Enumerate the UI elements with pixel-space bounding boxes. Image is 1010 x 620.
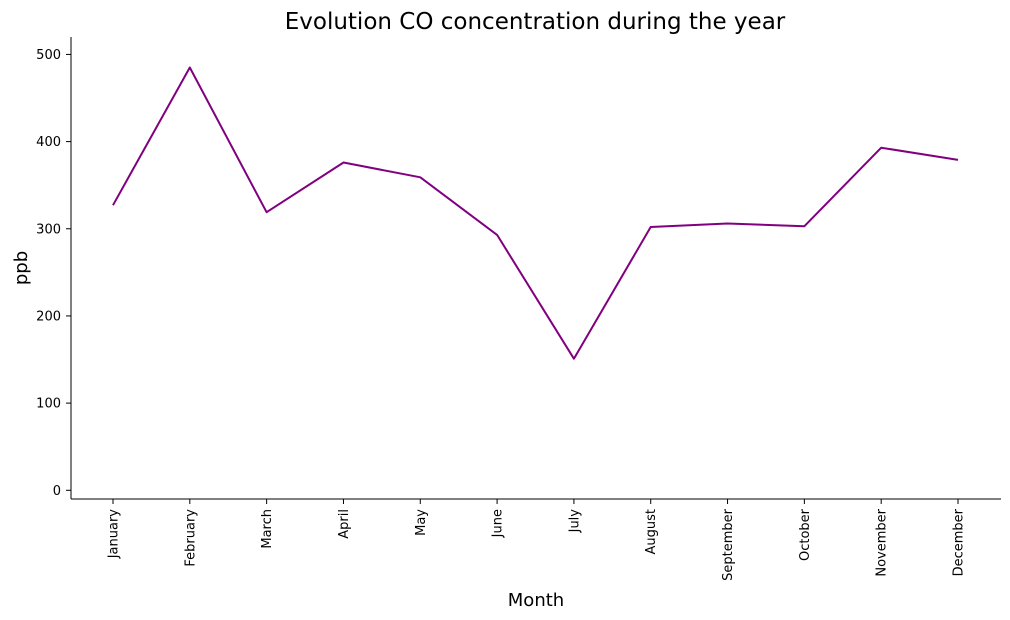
y-axis-ticks: 0 100 200 300 400 500 (36, 48, 71, 499)
x-tick-label: June (491, 509, 506, 538)
chart-title: Evolution CO concentration during the ye… (285, 9, 786, 35)
y-tick-label: 200 (36, 309, 61, 324)
y-axis-label: ppb (11, 251, 32, 285)
x-tick-label: October (798, 508, 813, 561)
series-line (112, 66, 959, 360)
y-tick-label: 300 (36, 222, 61, 237)
x-axis-ticks: January February March April May June July Augu… (107, 499, 967, 581)
x-tick-label: November (875, 508, 890, 576)
x-tick-label: August (644, 509, 659, 555)
y-tick-label: 0 (53, 484, 61, 499)
x-tick-label: December (952, 508, 967, 576)
x-tick-label: February (183, 509, 198, 567)
y-tick-label: 100 (36, 397, 61, 412)
x-tick-label: January (107, 509, 122, 560)
x-tick-label: March (260, 509, 275, 549)
plot-area (112, 66, 959, 360)
x-tick-label: July (567, 509, 582, 534)
x-tick-label: April (337, 509, 352, 539)
y-tick-label: 400 (36, 135, 61, 150)
y-tick-label: 500 (36, 48, 61, 63)
x-tick-label: May (414, 509, 429, 536)
x-axis-label: Month (508, 590, 564, 611)
x-tick-label: September (721, 508, 736, 581)
